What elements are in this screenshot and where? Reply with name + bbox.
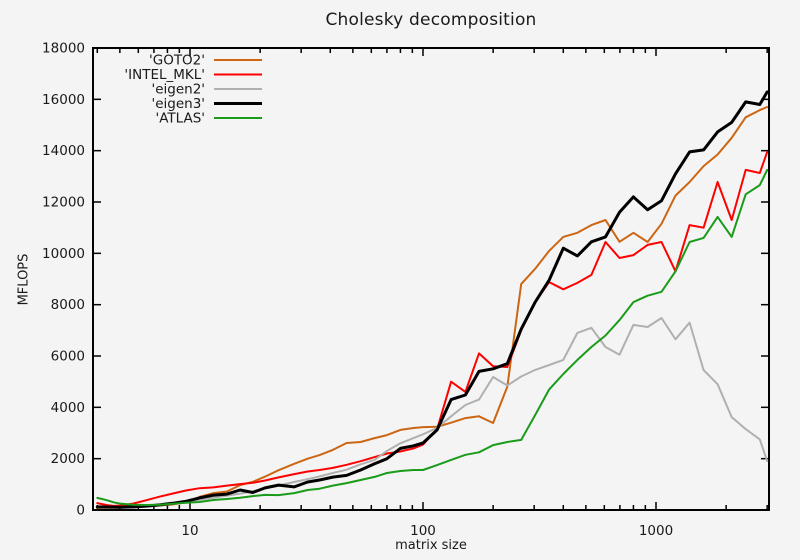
legend-label: 'GOTO2' xyxy=(149,53,205,69)
legend-label: 'INTEL_MKL' xyxy=(124,67,205,83)
y-tick-label: 18000 xyxy=(42,41,85,57)
legend-label: 'ATLAS' xyxy=(156,111,206,127)
legend-label: 'eigen2' xyxy=(152,82,206,98)
x-tick-label: 100 xyxy=(410,523,436,539)
series-line-eigen2 xyxy=(96,317,769,509)
y-tick-label: 10000 xyxy=(42,246,85,262)
y-tick-label: 16000 xyxy=(42,92,85,108)
y-tick-label: 6000 xyxy=(51,349,85,365)
series-line-eigen3 xyxy=(95,90,769,509)
y-tick-label: 4000 xyxy=(51,400,85,416)
y-tick-label: 2000 xyxy=(51,451,85,467)
x-tick-label: 10 xyxy=(181,523,198,539)
x-tick-label: 1000 xyxy=(639,523,673,539)
chart-title: Cholesky decomposition xyxy=(325,10,537,30)
y-tick-label: 0 xyxy=(76,503,85,519)
y-tick-label: 12000 xyxy=(42,195,85,211)
y-tick-label: 8000 xyxy=(51,297,85,313)
y-axis-label: MFLOPS xyxy=(16,253,32,306)
series-line-intelmkl xyxy=(96,150,769,507)
series-line-goto2 xyxy=(96,106,769,509)
plot-border xyxy=(92,47,770,511)
x-axis-label: matrix size xyxy=(395,538,467,553)
legend-label: 'eigen3' xyxy=(152,96,206,112)
y-tick-label: 14000 xyxy=(42,143,85,159)
series-line-atlas xyxy=(96,168,769,506)
